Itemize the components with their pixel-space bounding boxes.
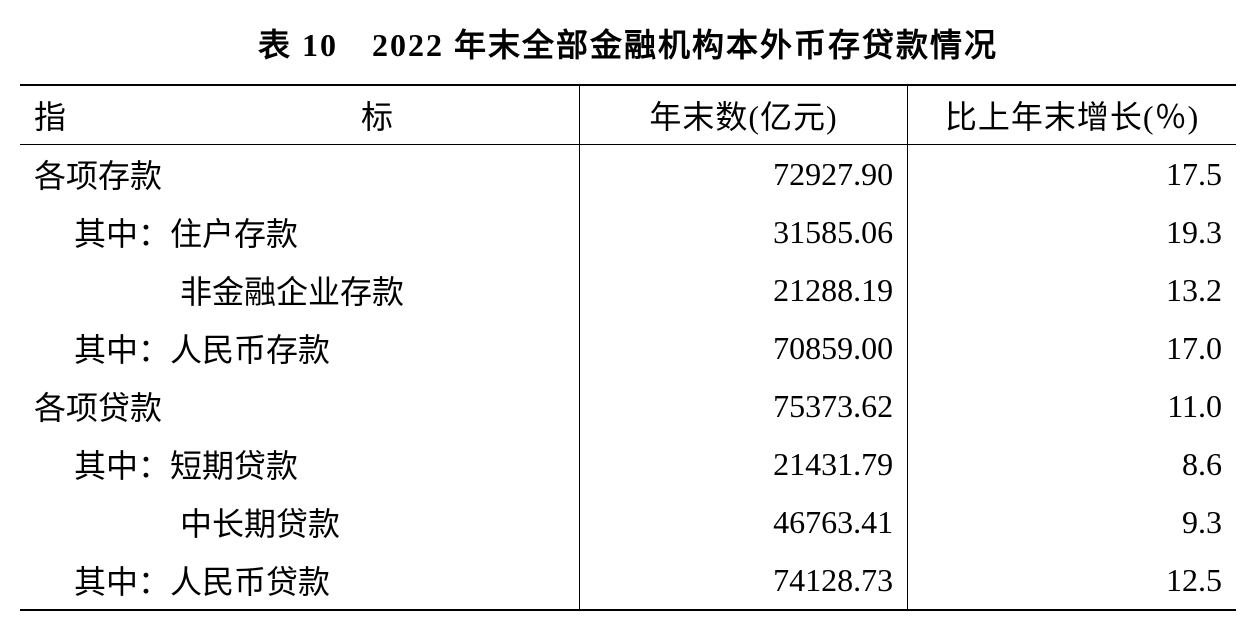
table-row: 中长期贷款 46763.41 9.3 [20,493,1236,551]
cell-growth: 17.0 [908,319,1236,377]
table-row: 各项存款 72927.90 17.5 [20,145,1236,204]
cell-amount: 46763.41 [579,493,907,551]
cell-amount: 21288.19 [579,261,907,319]
cell-growth: 11.0 [908,377,1236,435]
cell-growth: 17.5 [908,145,1236,204]
cell-indicator: 中长期贷款 [20,493,579,551]
cell-indicator: 其中：人民币存款 [20,319,579,377]
cell-amount: 72927.90 [579,145,907,204]
col-header-growth: 比上年末增长(％) [908,85,1236,145]
cell-growth: 19.3 [908,203,1236,261]
cell-amount: 70859.00 [579,319,907,377]
cell-growth: 13.2 [908,261,1236,319]
table-row: 其中：人民币存款 70859.00 17.0 [20,319,1236,377]
cell-indicator: 其中：人民币贷款 [20,551,579,610]
cell-growth: 8.6 [908,435,1236,493]
col-header-amount: 年末数(亿元) [579,85,907,145]
table-row: 非金融企业存款 21288.19 13.2 [20,261,1236,319]
col-header-indicator: 指标 [20,85,579,145]
cell-indicator: 其中：短期贷款 [20,435,579,493]
cell-indicator: 各项存款 [20,145,579,204]
table-row: 其中：短期贷款 21431.79 8.6 [20,435,1236,493]
cell-amount: 75373.62 [579,377,907,435]
table-header-row: 指标 年末数(亿元) 比上年末增长(％) [20,85,1236,145]
table-row: 各项贷款 75373.62 11.0 [20,377,1236,435]
cell-amount: 74128.73 [579,551,907,610]
cell-amount: 31585.06 [579,203,907,261]
cell-indicator: 非金融企业存款 [20,261,579,319]
table-title: 表 10 2022 年末全部金融机构本外币存贷款情况 [20,20,1236,66]
table-row: 其中：人民币贷款 74128.73 12.5 [20,551,1236,610]
cell-growth: 9.3 [908,493,1236,551]
table-row: 其中：住户存款 31585.06 19.3 [20,203,1236,261]
cell-growth: 12.5 [908,551,1236,610]
col-header-indicator-label: 指标 [34,92,394,138]
cell-indicator: 各项贷款 [20,377,579,435]
deposits-loans-table: 指标 年末数(亿元) 比上年末增长(％) 各项存款 72927.90 17.5 … [20,84,1236,611]
cell-amount: 21431.79 [579,435,907,493]
cell-indicator: 其中：住户存款 [20,203,579,261]
